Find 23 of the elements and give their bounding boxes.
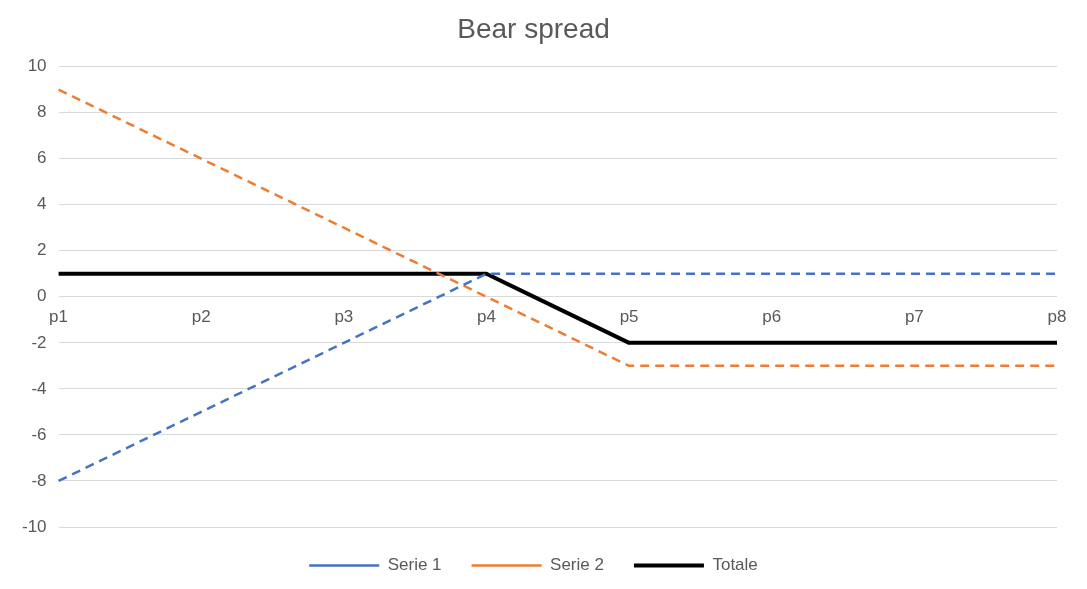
x-tick-label: p6 [762,306,782,326]
y-tick-label: 8 [37,102,47,122]
y-tick-label: -4 [31,378,47,398]
y-tick-label: 4 [37,194,47,214]
y-tick-label: -2 [31,332,47,352]
y-tick-label: 10 [27,56,47,76]
x-tick-label: p4 [477,306,496,326]
y-tick-label: 6 [37,148,47,168]
y-tick-label: 2 [37,240,47,260]
legend-label: Serie 1 [387,555,442,575]
y-tick-label: -6 [31,424,47,444]
x-tick-label: p2 [191,306,211,326]
x-tick-label: p8 [1047,306,1067,326]
x-tick-label: p3 [334,306,354,326]
x-tick-label: p5 [619,306,639,326]
x-tick-label: p7 [904,306,924,326]
y-tick-label: -8 [31,470,47,490]
x-tick-label: p1 [49,306,69,326]
chart-title: Bear spread [457,12,610,44]
y-tick-label: -10 [21,516,47,536]
legend-label: Serie 2 [550,555,604,575]
y-tick-label: 0 [37,286,47,306]
legend-label: Totale [712,555,758,575]
